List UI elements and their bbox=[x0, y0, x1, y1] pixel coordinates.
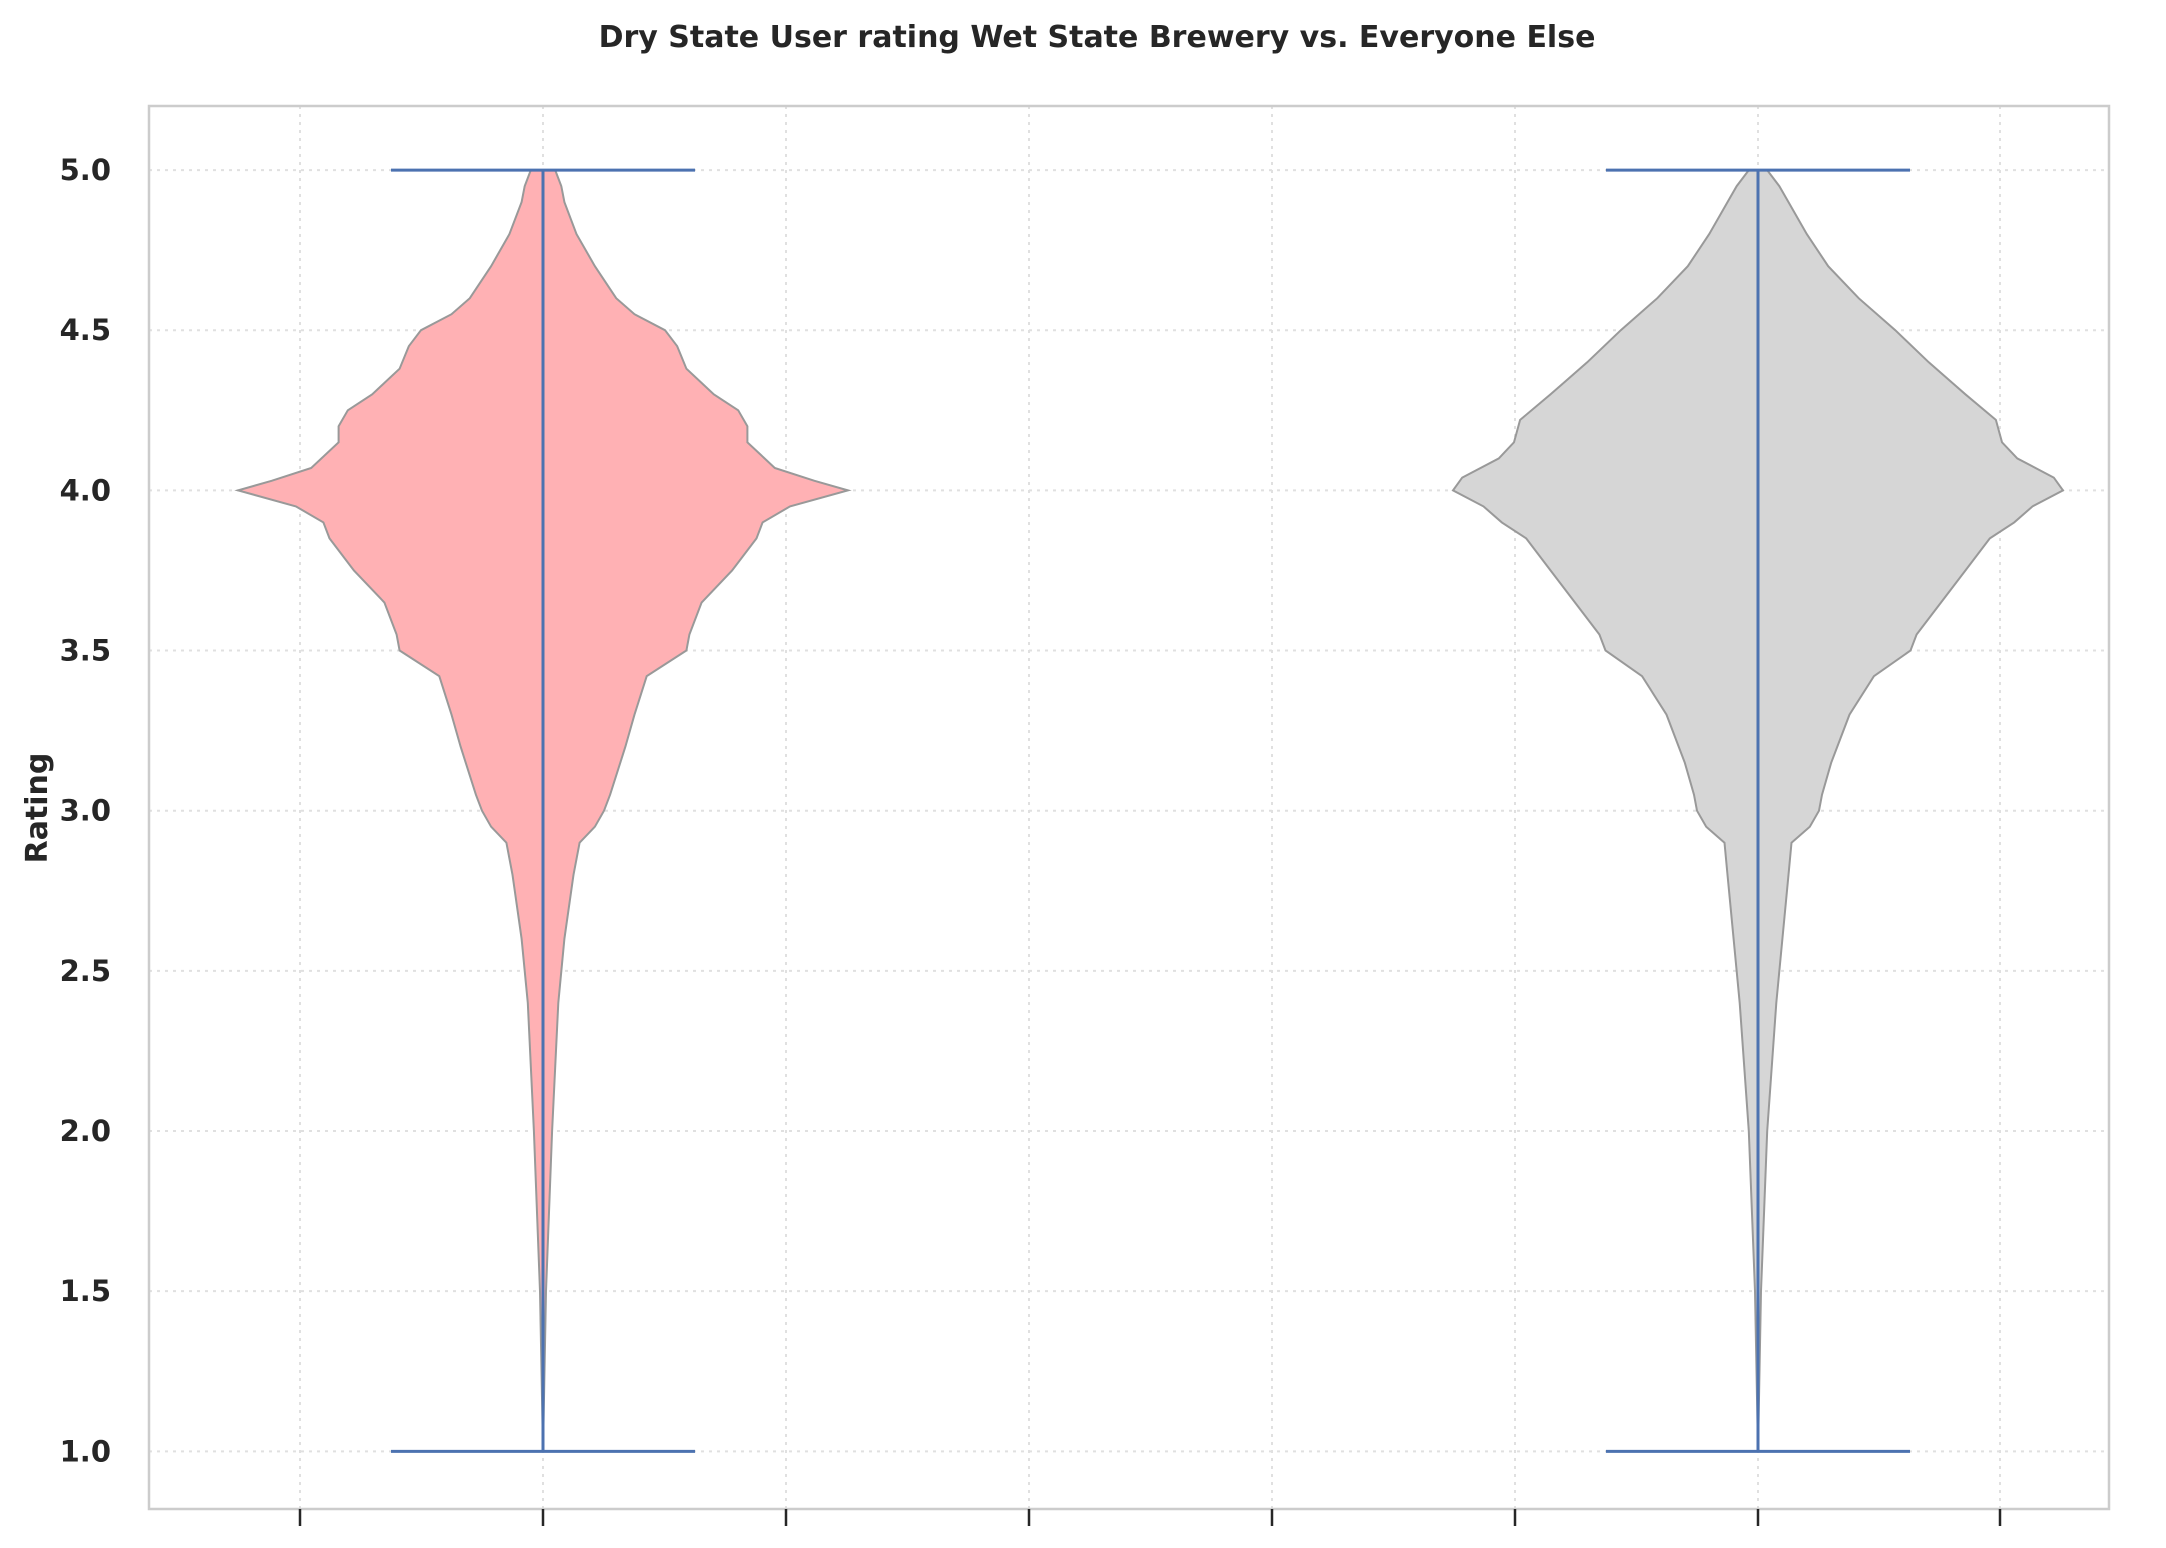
plot-frame bbox=[147, 104, 2111, 1511]
chart-title: Dry State User rating Wet State Brewery … bbox=[599, 20, 1596, 55]
y-tick-label-3.0: 3.0 bbox=[60, 794, 111, 828]
y-tick-label-2.5: 2.5 bbox=[60, 954, 111, 988]
y-tick-label-5.0: 5.0 bbox=[60, 153, 111, 187]
tick-layer: 1.0 1.5 2.0 2.5 3.0 3.5 4.0 4.5 5.0 bbox=[60, 153, 2002, 1526]
y-axis-label: Rating bbox=[20, 753, 55, 864]
y-tick-label-1.0: 1.0 bbox=[60, 1434, 111, 1468]
y-tick-label-1.5: 1.5 bbox=[60, 1274, 111, 1308]
y-tick-label-4.5: 4.5 bbox=[60, 313, 111, 347]
violin-layer bbox=[234, 168, 2065, 1453]
y-tick-label-4.0: 4.0 bbox=[60, 473, 111, 507]
y-tick-label-3.5: 3.5 bbox=[60, 634, 111, 668]
y-tick-label-2.0: 2.0 bbox=[60, 1114, 111, 1148]
